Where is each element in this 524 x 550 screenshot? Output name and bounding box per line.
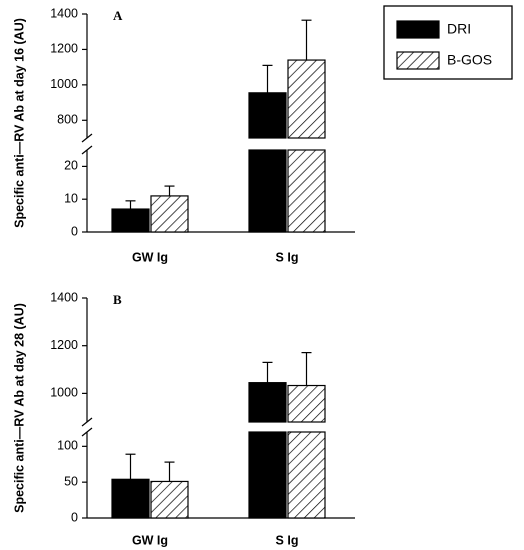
axis-break-mark bbox=[81, 427, 93, 437]
bar-dri-1-lower bbox=[248, 431, 287, 519]
x-category-label: GW Ig bbox=[132, 250, 168, 264]
axis-break-mark bbox=[81, 133, 93, 143]
bar-b-gos-0 bbox=[150, 480, 189, 519]
bar-b-gos-1-upper bbox=[287, 59, 326, 139]
y-tick-label: 20 bbox=[64, 159, 78, 173]
y-tick-label: 1400 bbox=[50, 290, 78, 304]
panel-letter: A bbox=[113, 8, 123, 23]
x-category-label: S Ig bbox=[276, 250, 299, 264]
legend-label: B-GOS bbox=[447, 52, 492, 68]
x-category-label: S Ig bbox=[276, 533, 299, 547]
legend: DRI B-GOS bbox=[383, 5, 513, 80]
y-tick-label: 1400 bbox=[50, 6, 78, 20]
y-tick-label: 1000 bbox=[50, 386, 78, 400]
y-tick-label: 0 bbox=[71, 510, 78, 524]
y-tick-label: 1000 bbox=[50, 77, 78, 91]
bar-b-gos-1-lower bbox=[287, 149, 326, 233]
y-tick-label: 800 bbox=[57, 113, 78, 127]
bar-dri-1-upper bbox=[248, 92, 287, 139]
bar-dri-1-upper bbox=[248, 382, 287, 423]
panels-layer: A Specific anti—RV Ab at day 16 (AU) 0 10 20… bbox=[12, 6, 355, 547]
bar-b-gos-0 bbox=[150, 195, 189, 233]
chart-panel-a: A Specific anti—RV Ab at day 16 (AU) 0 10 20… bbox=[12, 6, 355, 264]
bar-dri-0 bbox=[111, 478, 150, 519]
y-axis-label: Specific anti—RV Ab at day 28 (AU) bbox=[12, 303, 26, 513]
legend-swatch-dri bbox=[396, 20, 440, 39]
axis-break-mark bbox=[81, 145, 93, 155]
y-tick-label: 10 bbox=[64, 191, 78, 205]
legend-swatch-b-gos bbox=[396, 51, 440, 70]
bar-dri-0 bbox=[111, 208, 150, 233]
y-tick-label: 1200 bbox=[50, 42, 78, 56]
axis-break-mark bbox=[81, 417, 93, 427]
y-tick-label: 50 bbox=[64, 474, 78, 488]
bar-b-gos-1-lower bbox=[287, 431, 326, 519]
panel-letter: B bbox=[113, 292, 122, 307]
x-category-label: GW Ig bbox=[132, 533, 168, 547]
y-axis-label: Specific anti—RV Ab at day 16 (AU) bbox=[12, 18, 26, 228]
y-tick-label: 1200 bbox=[50, 338, 78, 352]
chart-panel-b: B Specific anti—RV Ab at day 28 (AU) 0 50 10… bbox=[12, 290, 355, 547]
bar-b-gos-1-upper bbox=[287, 384, 326, 423]
y-tick-label: 100 bbox=[57, 439, 78, 453]
legend-label: DRI bbox=[447, 21, 471, 37]
bar-dri-1-lower bbox=[248, 149, 287, 233]
y-tick-label: 0 bbox=[71, 224, 78, 238]
